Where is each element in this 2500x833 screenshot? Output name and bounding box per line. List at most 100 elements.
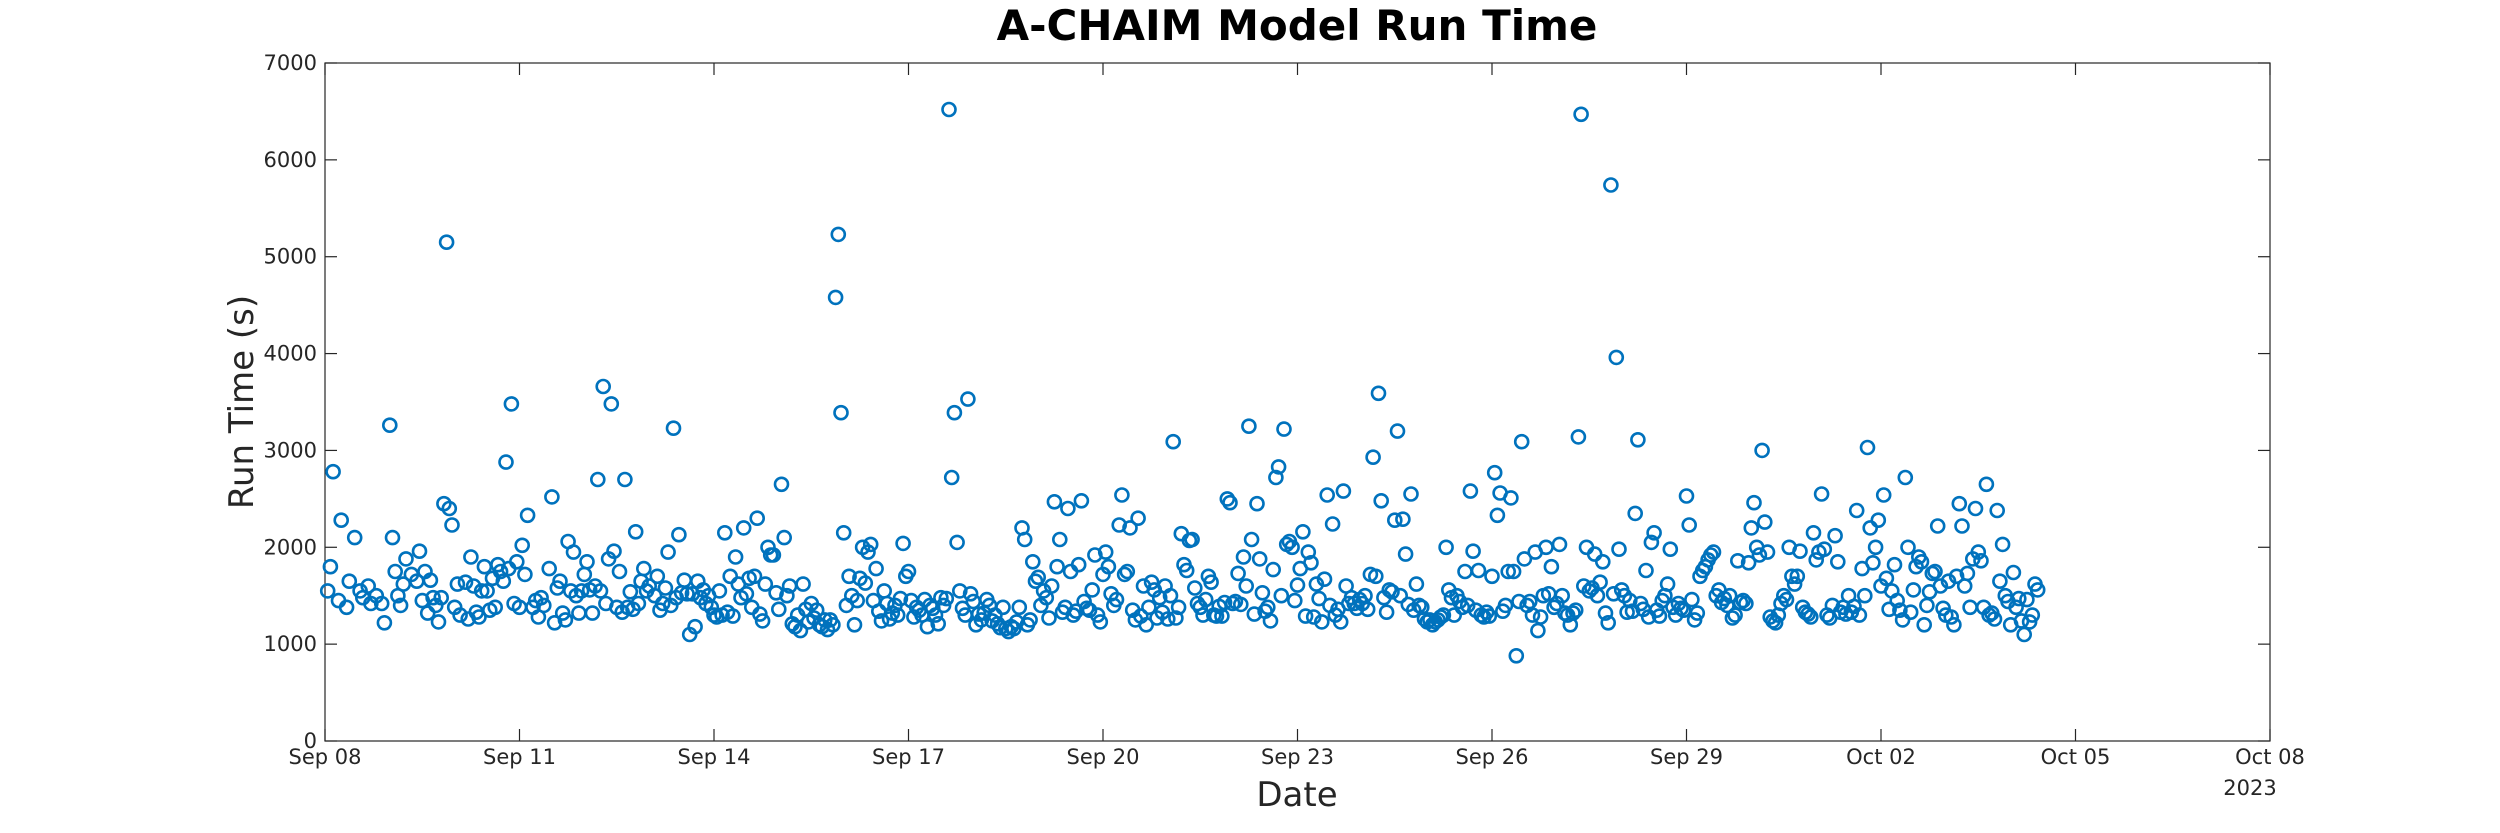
data-point (716, 524, 733, 541)
data-point (384, 529, 401, 546)
data-point (1543, 558, 1560, 575)
data-point (1457, 563, 1473, 580)
data-points (319, 101, 2046, 664)
data-point (595, 378, 612, 395)
data-point (1408, 576, 1425, 592)
data-point (1497, 597, 1514, 614)
data-point (1973, 552, 1989, 569)
data-point (1900, 539, 1916, 556)
data-point (654, 595, 671, 612)
data-point (1889, 592, 1905, 609)
data-point (846, 616, 863, 633)
data-point (1276, 421, 1292, 437)
data-point (679, 585, 695, 602)
data-point (1370, 385, 1387, 402)
data-point (592, 583, 609, 599)
x-axis-year-label: 2023 (2223, 776, 2276, 800)
data-point (1862, 520, 1878, 536)
data-point (646, 587, 663, 604)
data-point (1867, 539, 1884, 556)
x-tick-label: Sep 23 (1261, 745, 1334, 769)
data-point (827, 289, 844, 306)
data-point (1251, 551, 1268, 567)
data-point (727, 549, 744, 565)
y-tick-label: 3000 (264, 438, 317, 462)
data-point (1208, 608, 1225, 624)
data-point (1459, 597, 1476, 614)
data-point (1859, 439, 1876, 456)
data-point (1581, 583, 1598, 599)
data-point (770, 601, 787, 618)
data-point (649, 568, 666, 585)
data-point (1611, 541, 1627, 558)
data-point (381, 417, 398, 434)
data-point (1586, 546, 1603, 562)
data-point (430, 614, 447, 630)
data-point (544, 489, 560, 505)
data-point (1481, 608, 1498, 624)
data-point (833, 404, 849, 421)
y-axis-label: Run Time (s) (222, 295, 262, 509)
data-point (1967, 500, 1984, 517)
data-point (1365, 449, 1381, 466)
data-point (1792, 543, 1808, 560)
data-point (1789, 568, 1806, 585)
data-point (498, 454, 514, 470)
data-point (438, 234, 455, 250)
data-point (943, 469, 960, 486)
data-point (1165, 433, 1181, 450)
data-point (1030, 569, 1046, 586)
data-point (1319, 487, 1335, 503)
data-point (519, 507, 536, 524)
data-point (1187, 580, 1203, 596)
x-tick-label: Sep 17 (872, 745, 945, 769)
data-point (1435, 607, 1452, 623)
data-point (322, 558, 339, 575)
data-point (930, 615, 947, 632)
data-point (1222, 494, 1238, 511)
data-point (1462, 483, 1479, 499)
data-point (1108, 591, 1125, 608)
data-point (735, 520, 752, 536)
data-point (816, 612, 833, 628)
data-point (1605, 585, 1622, 602)
data-point (1800, 606, 1816, 622)
data-point (1827, 527, 1843, 544)
data-point (1721, 587, 1738, 604)
data-point (617, 471, 633, 488)
data-point (1678, 488, 1695, 504)
x-tick-label: Sep 14 (678, 745, 751, 769)
data-point (635, 560, 652, 577)
data-point (1684, 591, 1700, 608)
data-point (1830, 553, 1846, 570)
data-point (1011, 599, 1028, 616)
x-tick-label: Sep 11 (483, 745, 556, 769)
data-point (1608, 349, 1625, 366)
data-point (479, 583, 495, 599)
data-point (1919, 597, 1935, 614)
data-point (622, 583, 639, 600)
data-point (965, 593, 982, 610)
data-point (1532, 609, 1549, 625)
data-point (2011, 590, 2027, 607)
data-point (1184, 531, 1200, 548)
data-point (1592, 574, 1608, 591)
data-point (2016, 626, 2032, 643)
data-point (1662, 541, 1679, 558)
data-point (535, 597, 552, 614)
data-point (1727, 607, 1743, 623)
data-point (946, 404, 963, 421)
data-point (1567, 602, 1584, 619)
data-point (1138, 616, 1154, 633)
data-point (1989, 502, 2005, 519)
data-point (862, 536, 879, 553)
data-point (517, 566, 533, 583)
data-point (765, 547, 782, 563)
x-tick-label: Oct 02 (1846, 745, 1916, 769)
data-point (1603, 177, 1619, 193)
data-point (1943, 609, 1959, 625)
data-point (1119, 563, 1136, 580)
data-point (1392, 587, 1408, 604)
data-point (835, 524, 852, 541)
data-point (1233, 596, 1249, 613)
